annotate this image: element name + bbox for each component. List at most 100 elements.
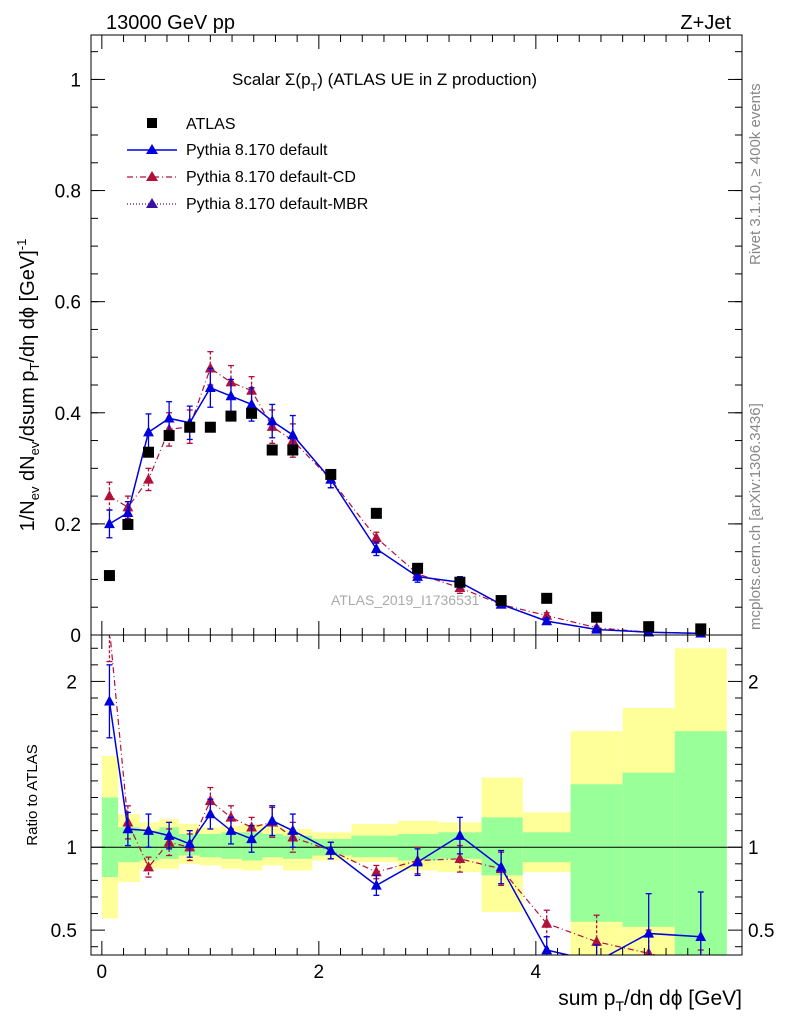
legend-marker-mbr	[146, 198, 158, 208]
main-title-main: Scalar Σ(p	[232, 70, 311, 89]
ratio-marker-0	[495, 861, 507, 872]
ratio-band-inner	[139, 830, 160, 861]
ratio-marker-1	[225, 811, 237, 822]
ratio-marker-0	[163, 829, 175, 840]
ratio-marker-0	[287, 824, 299, 835]
atlas-data-point	[103, 570, 115, 582]
main-marker-1	[370, 542, 382, 554]
ratio-marker-0	[122, 822, 134, 834]
ratio-band-inner	[221, 832, 242, 859]
main-watermark: ATLAS_2019_I1736531	[331, 592, 480, 608]
ratio-marker-0	[104, 695, 115, 706]
atlas-data-point	[204, 421, 216, 433]
legend-marker-default	[146, 144, 158, 154]
main-title: Scalar Σ(pT) (ATLAS UE in Z production)	[232, 70, 537, 94]
legend-label-atlas: ATLAS	[186, 116, 236, 133]
main-xticks	[101, 35, 710, 635]
ratio-band-inner	[351, 835, 399, 858]
ratio-data-layer	[104, 635, 707, 966]
header-left: 13000 GeV pp	[106, 12, 235, 34]
atlas-data-point	[287, 444, 299, 456]
side-rivet-text: Rivet 3.1.10, ≥ 400k events	[747, 83, 764, 265]
main-marker-2	[541, 609, 553, 620]
atlas-data-point	[325, 468, 337, 480]
atlas-data-point	[370, 507, 382, 519]
main-ytick-label: 0.6	[55, 293, 81, 314]
legend: ATLAS Pythia 8.170 default Pythia 8.170 …	[127, 116, 368, 213]
main-marker-2	[370, 531, 382, 542]
main-marker-2	[143, 473, 154, 484]
side-mcplots-text: mcplots.cern.ch [arXiv:1306.3436]	[747, 403, 764, 630]
atlas-data-point	[541, 592, 553, 604]
main-marker-1	[163, 412, 175, 423]
main-title-tail: ) (ATLAS UE in Z production)	[317, 70, 537, 89]
main-title-sub: T	[311, 82, 318, 94]
ratio-marker-0	[412, 856, 423, 867]
ratio-marker-0	[695, 930, 707, 941]
ratio-marker-1	[454, 852, 466, 864]
main-marker-1	[104, 517, 115, 529]
ratio-band-inner	[199, 833, 222, 858]
ratio-xticks: 0 2 4	[97, 635, 710, 983]
ratio-marker-0	[266, 814, 278, 825]
main-panel: ATLAS_2019_I1736531 0 0.2 0.4 0.6 0.8 1 Scala…	[14, 34, 743, 647]
legend-marker-atlas	[147, 118, 157, 128]
ratio-xtick-label: 0	[97, 962, 108, 983]
ratio-ytick-label-left: 1	[66, 838, 77, 859]
legend-label-mbr: Pythia 8.170 default-MBR	[186, 196, 368, 213]
legend-label-cd: Pythia 8.170 default-CD	[186, 169, 356, 186]
ratio-xtick-label: 2	[314, 962, 325, 983]
legend-label-default: Pythia 8.170 default	[186, 142, 328, 159]
ratio-ytick-label-right: 1	[748, 838, 759, 859]
main-marker-1	[225, 390, 237, 401]
main-ytick-label: 1	[70, 70, 81, 91]
atlas-data-point	[591, 611, 603, 623]
atlas-data-point	[454, 576, 466, 588]
ratio-ylabel: Ratio to ATLAS	[24, 744, 41, 845]
header-right: Z+Jet	[680, 12, 731, 34]
ratio-marker-0	[370, 879, 382, 890]
atlas-data-point	[122, 518, 134, 530]
ratio-marker-0	[184, 837, 196, 849]
main-yticks: 0 0.2 0.4 0.6 0.8 1	[55, 51, 742, 647]
atlas-data-point	[695, 623, 707, 635]
ratio-marker-0	[591, 956, 602, 966]
ratio-marker-0	[143, 824, 154, 835]
atlas-data-point	[143, 446, 155, 458]
ratio-marker-1	[370, 866, 382, 877]
main-marker-2	[204, 362, 216, 373]
ratio-panel: 0.5 0.5 1 1 2 2 0 2 4 Ratio to ATLAS	[24, 634, 774, 983]
atlas-data-point	[246, 407, 258, 419]
ratio-band-inner	[101, 797, 119, 878]
ratio-marker-0	[225, 824, 237, 835]
main-data-layer	[103, 351, 707, 638]
ratio-ytick-label-right: 0.5	[748, 921, 774, 942]
ratio-marker-1	[143, 861, 154, 872]
main-marker-1	[246, 398, 257, 409]
ratio-yticks: 0.5 0.5 1 1 2 2	[51, 647, 774, 948]
atlas-data-point	[643, 621, 655, 633]
main-ytick-label: 0.4	[55, 404, 82, 425]
main-ytick-label: 0	[70, 626, 81, 647]
main-marker-1	[287, 429, 299, 440]
atlas-data-point	[225, 410, 237, 422]
main-marker-1	[591, 623, 603, 634]
main-ylabel: 1/Nev dNev/dsum pT/dη dϕ [GeV]-1	[14, 239, 42, 532]
main-marker-1	[204, 381, 216, 392]
atlas-data-point	[266, 444, 278, 456]
ratio-marker-0	[643, 927, 655, 938]
ratio-series-group	[104, 635, 707, 966]
ratio-marker-0	[454, 829, 466, 840]
ratio-marker-0	[325, 844, 337, 855]
ratio-band-inner	[262, 833, 284, 858]
main-ytick-label: 0.2	[55, 515, 81, 536]
ratio-bands	[101, 648, 727, 955]
main-marker-1	[412, 570, 423, 581]
ratio-marker-1	[541, 917, 553, 928]
ratio-ytick-label-right: 2	[748, 672, 759, 693]
atlas-data-point	[495, 595, 507, 607]
main-marker-1	[266, 415, 278, 426]
ratio-marker-0	[204, 808, 216, 819]
ratio-ytick-label-left: 0.5	[51, 921, 77, 942]
main-ytick-label: 0.8	[55, 182, 81, 203]
